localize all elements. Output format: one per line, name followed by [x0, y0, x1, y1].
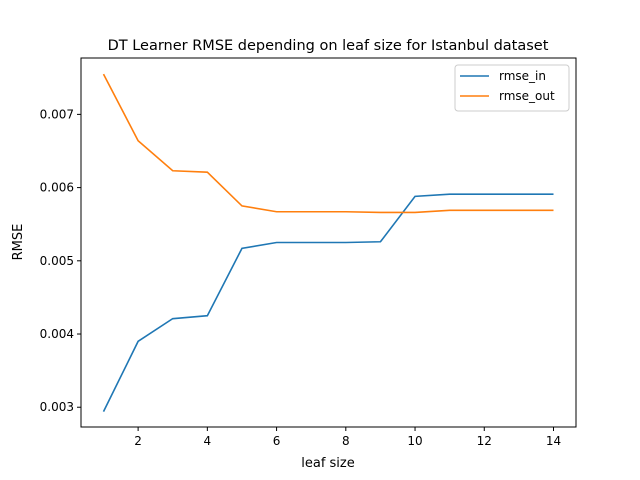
- chart-title: DT Learner RMSE depending on leaf size f…: [108, 38, 549, 54]
- y-tick-label: 0.005: [40, 254, 74, 268]
- legend-label: rmse_in: [499, 69, 546, 83]
- x-tick-label: 10: [407, 434, 422, 448]
- x-tick-label: 2: [134, 434, 142, 448]
- series-line-rmse_in: [102, 193, 554, 412]
- y-tick-label: 0.006: [40, 181, 74, 195]
- x-tick-label: 6: [273, 434, 281, 448]
- x-tick-label: 12: [477, 434, 492, 448]
- y-tick-label: 0.007: [40, 107, 74, 121]
- plot-frame: [80, 57, 577, 428]
- x-tick-label: 4: [204, 434, 212, 448]
- x-tick-label: 14: [546, 434, 561, 448]
- x-tick-label: 8: [342, 434, 350, 448]
- y-tick-label: 0.004: [40, 327, 74, 341]
- legend-label: rmse_out: [499, 89, 555, 103]
- y-tick-label: 0.003: [40, 400, 74, 414]
- x-axis-label: leaf size: [301, 456, 355, 471]
- legend: rmse_in rmse_out: [454, 64, 570, 112]
- series-line-rmse_out: [102, 73, 554, 214]
- y-axis-label: RMSE: [11, 224, 26, 261]
